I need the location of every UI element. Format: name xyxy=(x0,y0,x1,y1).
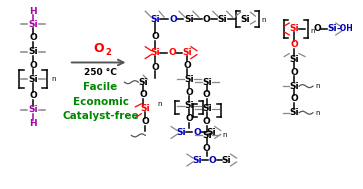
Text: O: O xyxy=(203,15,211,24)
Text: Si: Si xyxy=(289,108,299,117)
Text: –OH: –OH xyxy=(337,25,354,33)
Text: O: O xyxy=(142,117,149,126)
Text: Si: Si xyxy=(202,104,212,113)
Text: Si: Si xyxy=(192,156,202,164)
Text: Facile: Facile xyxy=(83,82,118,92)
Text: n: n xyxy=(223,132,227,138)
Text: Si: Si xyxy=(289,55,299,64)
Text: Si: Si xyxy=(184,101,194,110)
Text: O: O xyxy=(151,63,159,72)
Text: Economic: Economic xyxy=(73,97,129,107)
Text: Si: Si xyxy=(202,78,212,87)
Text: n: n xyxy=(315,110,319,116)
Text: Si: Si xyxy=(28,19,38,29)
Text: Si: Si xyxy=(28,75,38,84)
Text: H: H xyxy=(29,119,37,128)
Text: n: n xyxy=(51,76,56,82)
Text: n: n xyxy=(310,28,314,34)
Text: 2: 2 xyxy=(106,48,111,57)
Text: Si: Si xyxy=(184,15,194,24)
Text: O: O xyxy=(193,128,201,137)
Text: n: n xyxy=(315,83,319,89)
Text: 250 °C: 250 °C xyxy=(84,68,117,77)
Text: Si: Si xyxy=(176,128,186,137)
Text: O: O xyxy=(203,144,211,153)
Text: Si: Si xyxy=(202,131,212,140)
Text: O: O xyxy=(290,40,298,49)
Text: Si: Si xyxy=(150,48,160,57)
Text: Si: Si xyxy=(241,15,250,24)
Text: Si: Si xyxy=(138,78,148,87)
Text: Si: Si xyxy=(222,156,232,164)
Text: O: O xyxy=(168,48,176,57)
Text: O: O xyxy=(203,91,211,99)
Text: Si: Si xyxy=(289,82,299,91)
Text: Si: Si xyxy=(150,15,160,24)
Text: O: O xyxy=(290,68,298,77)
Text: O: O xyxy=(29,33,37,42)
Text: O: O xyxy=(169,15,177,24)
Text: Si: Si xyxy=(206,128,216,137)
Text: O: O xyxy=(183,61,191,70)
Text: Si: Si xyxy=(28,47,38,56)
Text: O: O xyxy=(151,32,159,41)
Text: Catalyst-free: Catalyst-free xyxy=(62,111,139,121)
Text: O: O xyxy=(290,94,298,103)
Text: O: O xyxy=(185,114,193,123)
Text: O: O xyxy=(29,91,37,101)
Text: n: n xyxy=(157,101,162,107)
Text: O: O xyxy=(139,91,147,99)
Text: Si: Si xyxy=(28,105,38,114)
Text: O: O xyxy=(313,25,321,33)
Text: O: O xyxy=(203,117,211,126)
Text: Si: Si xyxy=(289,25,299,33)
Text: Si: Si xyxy=(327,25,337,33)
Text: Si: Si xyxy=(218,15,228,24)
Text: H: H xyxy=(29,7,37,16)
Text: n: n xyxy=(261,17,266,23)
Text: O: O xyxy=(209,156,217,164)
Text: Si: Si xyxy=(140,104,150,113)
Text: n: n xyxy=(207,103,211,109)
Text: O: O xyxy=(29,61,37,70)
Text: Si: Si xyxy=(182,48,192,57)
Text: O: O xyxy=(93,42,104,55)
Text: Si: Si xyxy=(184,75,194,84)
Text: O: O xyxy=(185,88,193,97)
